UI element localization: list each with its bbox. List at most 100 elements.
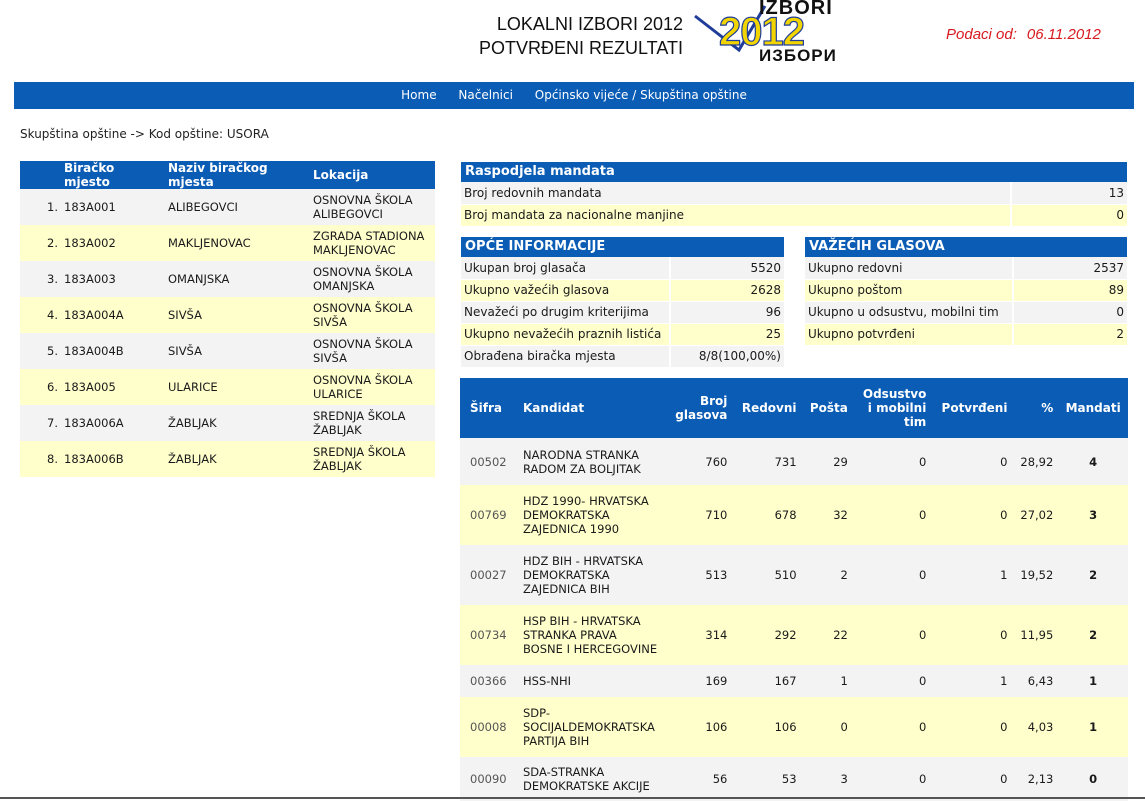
station-name: ALIBEGOVCI: [166, 189, 311, 225]
party-code: 00090: [460, 757, 518, 801]
kv-label: Ukupno poštom: [805, 279, 1013, 302]
kv-value: 2628: [669, 279, 784, 302]
table-row: Ukupno važećih glasova 2628: [461, 279, 784, 302]
row-number: 7.: [20, 405, 62, 441]
table-row: Ukupno potvrđeni 2: [805, 323, 1127, 346]
votes-confirmed: 0: [931, 438, 1013, 485]
station-location: OSNOVNA ŠKOLA ULARICE: [311, 369, 435, 405]
row-number: 3.: [20, 261, 62, 297]
logo-bottom-text: ИЗБОРИ: [759, 46, 837, 65]
mandate-distribution-table: Broj redovnih mandata 13 Broj mandata za…: [461, 182, 1127, 227]
results-header-kandidat: Kandidat: [518, 378, 666, 438]
mandates: 1: [1058, 665, 1128, 697]
mandate-distribution-box: Raspodjela mandata Broj redovnih mandata…: [461, 162, 1127, 227]
nav-home[interactable]: Home: [401, 88, 437, 102]
polling-stations-table: Biračko mjesto Naziv biračkog mjesta Lok…: [20, 161, 435, 477]
mandates: 0: [1058, 757, 1128, 801]
table-row: Ukupno u odsustvu, mobilni tim 0: [805, 301, 1127, 324]
row-number: 2.: [20, 225, 62, 261]
table-row: Obrađena biračka mjesta 8/8(100,00%): [461, 345, 784, 368]
kv-value: 96: [669, 301, 784, 324]
votes-post: 29: [801, 438, 853, 485]
table-row: Broj mandata za nacionalne manjine 0: [461, 204, 1127, 227]
party-name: HSS-NHI: [518, 665, 666, 697]
station-name: ŽABLJAK: [166, 441, 311, 477]
votes-regular: 678: [732, 485, 802, 545]
page-title: LOKALNI IZBORI 2012 POTVRĐENI REZULTATI: [479, 12, 683, 60]
kv-value: 89: [1012, 279, 1127, 302]
table-row: 00027 HDZ BIH - HRVATSKA DEMOKRATSKA ZAJED…: [460, 545, 1128, 605]
votes-regular: 53: [732, 757, 802, 801]
breadcrumb: Skupština opštine -> Kod opštine: USORA: [20, 127, 269, 141]
station-name: ŽABLJAK: [166, 405, 311, 441]
station-location: OSNOVNA ŠKOLA SIVŠA: [311, 333, 435, 369]
table-row: 00734 HSP BIH - HRVATSKA STRANKA PRAVA BOS…: [460, 605, 1128, 665]
station-location: OSNOVNA ŠKOLA ALIBEGOVCI: [311, 189, 435, 225]
votes-absentee: 0: [852, 665, 932, 697]
party-code: 00027: [460, 545, 518, 605]
votes-total: 314: [666, 605, 733, 665]
kv-label: Ukupno nevažećih praznih listića: [461, 323, 670, 346]
table-row: 2. 183A002 MAKLJENOVAC ZGRADA STADIONA MA…: [20, 225, 435, 261]
votes-percent: 27,02: [1012, 485, 1059, 545]
votes-total: 56: [666, 757, 733, 801]
party-name: HDZ BIH - HRVATSKA DEMOKRATSKA ZAJEDNICA B…: [518, 545, 666, 605]
votes-regular: 731: [732, 438, 802, 485]
table-row: 8. 183A006B ŽABLJAK SREDNJA ŠKOLA ŽABLJAK: [20, 441, 435, 477]
logo-year: 2012: [718, 9, 805, 54]
votes-absentee: 0: [852, 485, 932, 545]
table-row: Ukupno redovni 2537: [805, 257, 1127, 280]
party-name: SDP- SOCIJALDEMOKRATSKA PARTIJA BIH: [518, 697, 666, 757]
kv-label: Obrađena biračka mjesta: [461, 345, 670, 368]
mandates: 3: [1058, 485, 1128, 545]
general-info-title: OPĆE INFORMACIJE: [461, 237, 784, 257]
station-name: SIVŠA: [166, 297, 311, 333]
votes-percent: 28,92: [1012, 438, 1059, 485]
votes-absentee: 0: [852, 757, 932, 801]
votes-total: 710: [666, 485, 733, 545]
nav-opcinsko-vijece[interactable]: Općinsko vijeće / Skupština opštine: [534, 88, 747, 102]
station-name: OMANJSKA: [166, 261, 311, 297]
polling-header-row: Biračko mjesto Naziv biračkog mjesta Lok…: [20, 161, 435, 189]
kv-value: 0: [1012, 301, 1127, 324]
polling-header-code: Biračko mjesto: [62, 161, 166, 189]
table-row: 7. 183A006A ŽABLJAK SREDNJA ŠKOLA ŽABLJAK: [20, 405, 435, 441]
votes-confirmed: 0: [931, 605, 1013, 665]
results-header-odsustvo: Odsustvo i mobilni tim: [852, 378, 932, 438]
data-date-info: Podaci od: 06.11.2012: [946, 26, 1101, 43]
results-header-pct: %: [1012, 378, 1059, 438]
mandate-distribution-title: Raspodjela mandata: [461, 162, 1127, 182]
kv-value: 2537: [1012, 257, 1127, 280]
general-info-table: Ukupan broj glasača 5520 Ukupno važećih …: [461, 257, 784, 368]
kv-value: 25: [669, 323, 784, 346]
votes-total: 169: [666, 665, 733, 697]
results-header-redovni: Redovni: [732, 378, 802, 438]
kv-label: Nevažeći po drugim kriterijima: [461, 301, 670, 324]
votes-post: 1: [801, 665, 853, 697]
kv-label: Ukupno važećih glasova: [461, 279, 670, 302]
party-name: NARODNA STRANKA RADOM ZA BOLJITAK: [518, 438, 666, 485]
votes-post: 2: [801, 545, 853, 605]
station-code: 183A004A: [62, 297, 166, 333]
elections-logo: IZBORI 2012 ИЗБОРИ: [693, 0, 843, 70]
station-location: OSNOVNA ŠKOLA SIVŠA: [311, 297, 435, 333]
kv-label: Ukupno redovni: [805, 257, 1013, 280]
general-info-box: OPĆE INFORMACIJE Ukupan broj glasača 552…: [461, 237, 784, 368]
station-name: MAKLJENOVAC: [166, 225, 311, 261]
party-code: 00502: [460, 438, 518, 485]
nav-nacelnici[interactable]: Načelnici: [458, 88, 513, 102]
votes-percent: 2,13: [1012, 757, 1059, 801]
party-code: 00769: [460, 485, 518, 545]
station-location: SREDNJA ŠKOLA ŽABLJAK: [311, 405, 435, 441]
station-code: 183A005: [62, 369, 166, 405]
kv-value: 2: [1012, 323, 1127, 346]
kv-label: Ukupno potvrđeni: [805, 323, 1013, 346]
votes-percent: 4,03: [1012, 697, 1059, 757]
kv-label: Ukupno u odsustvu, mobilni tim: [805, 301, 1013, 324]
kv-label: Ukupan broj glasača: [461, 257, 670, 280]
votes-absentee: 0: [852, 545, 932, 605]
results-header-posta: Pošta: [801, 378, 853, 438]
table-row: 4. 183A004A SIVŠA OSNOVNA ŠKOLA SIVŠA: [20, 297, 435, 333]
votes-post: 22: [801, 605, 853, 665]
table-row: 00502 NARODNA STRANKA RADOM ZA BOLJITAK 7…: [460, 438, 1128, 485]
